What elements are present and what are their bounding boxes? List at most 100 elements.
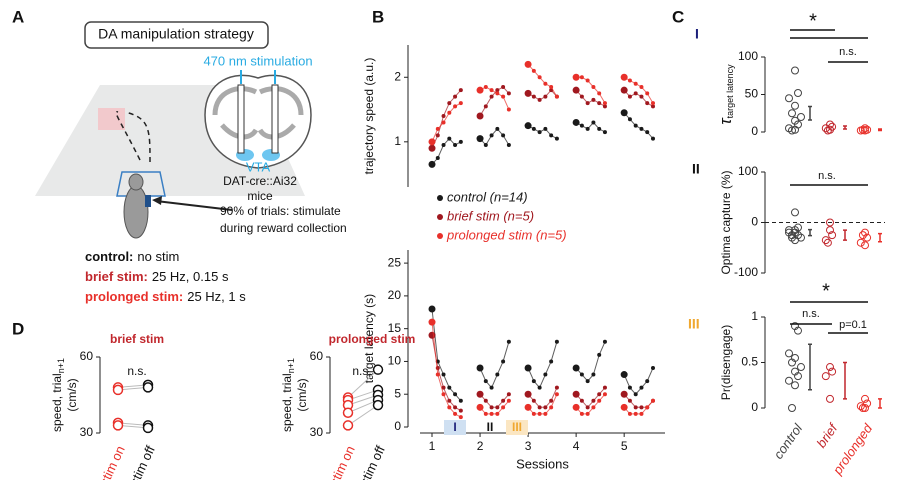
data-point <box>428 160 436 168</box>
data-point <box>826 226 834 235</box>
y-tick-label: 15 <box>388 321 402 335</box>
data-point <box>489 385 494 390</box>
data-point <box>524 390 532 398</box>
data-point <box>602 339 607 344</box>
data-point <box>435 155 440 160</box>
data-point <box>441 120 446 125</box>
data-point <box>531 379 536 384</box>
port <box>145 195 151 207</box>
stim-label: 470 nm stimulation <box>203 53 312 68</box>
error-bar <box>843 361 847 400</box>
data-point <box>788 233 796 242</box>
target-zone <box>98 108 125 130</box>
data-point <box>639 385 644 390</box>
data-point <box>549 405 554 410</box>
data-point <box>549 84 554 89</box>
significance: n.s. <box>839 46 857 58</box>
data-point <box>591 97 596 102</box>
data-point <box>554 136 559 141</box>
data-point <box>572 86 580 94</box>
legend-marker <box>437 233 443 239</box>
data-point <box>579 123 584 128</box>
condition: brief stim: 25 Hz, 0.15 s <box>85 269 229 284</box>
data-point <box>791 208 799 217</box>
data-point <box>585 405 590 410</box>
data-point <box>633 81 638 86</box>
data-point <box>428 331 436 339</box>
data-point <box>447 101 452 106</box>
category-label: stim off <box>357 443 388 480</box>
data-point <box>342 407 354 418</box>
panel-label: A <box>12 7 24 26</box>
data-point <box>524 403 532 411</box>
data-point <box>579 411 584 416</box>
data-point <box>639 84 644 89</box>
data-point <box>441 372 446 377</box>
x-tick-label: 5 <box>621 439 628 453</box>
data-point <box>633 411 638 416</box>
data-point <box>458 398 463 403</box>
data-point <box>627 117 632 122</box>
data-point <box>142 422 154 434</box>
data-point <box>597 126 602 131</box>
data-point <box>633 123 638 128</box>
brain-structure <box>212 86 304 140</box>
mouse-head <box>128 173 144 191</box>
data-point <box>495 372 500 377</box>
error-bar <box>808 228 812 237</box>
data-point <box>531 126 536 131</box>
data-point <box>506 91 511 96</box>
data-point <box>572 390 580 398</box>
significance: n.s. <box>818 170 836 182</box>
label-part: (cm/s) <box>295 378 309 411</box>
panel-id: III <box>688 316 700 332</box>
data-point <box>543 126 548 131</box>
panel-label: B <box>372 7 384 26</box>
data-point <box>602 130 607 135</box>
data-point <box>476 403 484 411</box>
data-point <box>524 60 532 68</box>
condition: prolonged stim: 25 Hz, 1 s <box>85 289 246 304</box>
data-point <box>435 133 440 138</box>
label-part: speed, trial <box>280 373 294 432</box>
data-point <box>506 339 511 344</box>
y-tick-label: 20 <box>388 288 402 302</box>
series-line <box>431 86 654 149</box>
y-tick-label: 0.5 <box>741 355 758 369</box>
data-point <box>495 126 500 131</box>
y-axis-label: τtarget latency <box>716 64 735 125</box>
data-point <box>826 218 834 227</box>
y-axis-label: speed, trialn+1 <box>50 358 66 432</box>
error-bar <box>808 343 812 391</box>
x-axis-label: Sessions <box>516 456 569 471</box>
data-point <box>483 84 488 89</box>
data-point <box>506 143 511 148</box>
data-point <box>650 136 655 141</box>
data-point <box>823 126 832 135</box>
legend-label: control (n=14) <box>447 189 528 204</box>
panel-label: D <box>12 319 24 338</box>
data-point <box>531 94 536 99</box>
data-point <box>585 101 590 106</box>
data-point <box>476 86 484 94</box>
data-point <box>483 143 488 148</box>
data-point <box>531 68 536 73</box>
phase-label: III <box>512 420 522 434</box>
error-bar <box>843 125 847 130</box>
label-part: Pr(disengage) <box>719 325 733 400</box>
data-point <box>856 238 865 247</box>
data-point <box>435 366 440 370</box>
data-point <box>453 411 458 416</box>
data-point <box>620 109 628 117</box>
data-point <box>572 118 580 126</box>
category-label: stim off <box>127 443 158 480</box>
data-point <box>342 420 354 431</box>
label-part: target latency (s) <box>362 294 376 383</box>
data-point <box>597 392 602 397</box>
data-point <box>489 88 494 93</box>
category-label: stim on <box>327 443 358 480</box>
data-point <box>821 372 830 381</box>
data-point <box>639 94 644 99</box>
x-tick-label: 4 <box>573 439 580 453</box>
data-point <box>506 392 511 397</box>
